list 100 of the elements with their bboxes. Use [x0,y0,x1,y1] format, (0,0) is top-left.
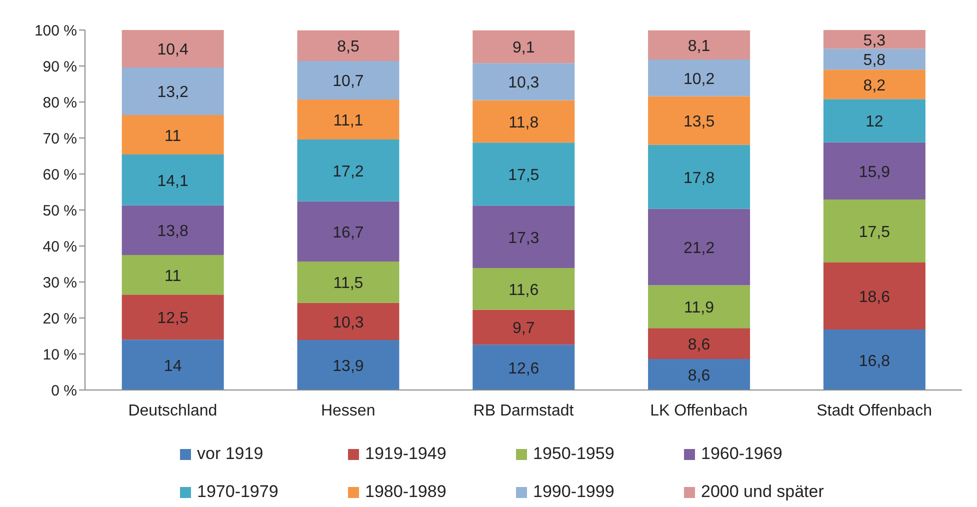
y-tick-label: 0 % [51,382,77,400]
data-label: 12,6 [508,360,540,378]
y-tick-label: 90 % [42,58,77,76]
bar [823,142,926,200]
bar [297,99,400,140]
legend-label: 1990-1999 [533,482,614,502]
bar [472,310,575,345]
data-label: 9,1 [512,40,535,57]
bar [472,206,575,268]
y-tick-label: 80 % [42,94,77,112]
bar [472,100,575,143]
x-tick-label: Stadt Offenbach [816,402,932,420]
data-label: 10,2 [683,70,715,88]
data-label: 10,4 [157,42,189,59]
data-label: 11 [164,128,182,145]
x-tick-label: LK Offenbach [650,402,748,420]
bar [472,63,575,100]
y-tick-label: 70 % [42,130,77,148]
bar [122,205,224,255]
legend-label: 1960-1969 [701,444,782,464]
data-label: 11,6 [508,282,539,299]
bar [122,340,224,390]
x-tick-label: RB Darmstadt [473,402,574,420]
data-label: 11,8 [508,114,539,132]
y-tick-label: 40 % [42,238,77,256]
data-label: 13,8 [157,223,189,240]
data-label: 10,3 [332,314,364,332]
data-label: 12 [866,114,884,131]
legend-label: vor 1919 [197,444,264,464]
y-tick-label: 50 % [42,202,77,220]
data-label: 10,3 [508,74,540,92]
bar [297,201,400,262]
data-label: 17,5 [858,224,890,242]
data-label: 17,5 [508,167,540,184]
bar [648,144,750,209]
data-label: 11,5 [333,275,364,292]
bar [122,154,224,206]
data-label: 8,6 [688,368,710,385]
bar [122,294,224,340]
bar [823,200,926,263]
bar [648,359,750,390]
data-label: 5,8 [863,52,886,70]
bar [297,30,400,61]
bar [648,96,750,145]
legend-label: 2000 und später [701,482,824,502]
data-label: 13,2 [157,84,189,102]
data-label: 17,3 [508,230,540,247]
y-tick-label: 60 % [42,166,77,184]
x-tick-label: Deutschland [128,402,218,420]
bar [823,30,926,49]
data-label: 13,5 [683,114,715,131]
bar [472,344,575,390]
bar [823,262,926,330]
bar [297,302,400,340]
legend-label: 1980-1989 [365,482,446,502]
data-label: 9,7 [512,320,535,338]
data-label: 18,6 [858,289,890,306]
data-label: 16,7 [332,224,364,242]
data-label: 5,3 [863,32,886,50]
data-label: 14 [164,358,182,375]
data-label: 15,9 [858,164,890,181]
bar [122,255,224,295]
bar [823,99,926,142]
bar [472,142,575,206]
data-label: 12,5 [157,310,189,328]
y-tick-label: 100 % [34,22,77,40]
data-label: 8,2 [863,77,886,94]
y-tick-label: 10 % [42,346,77,364]
data-label: 8,5 [337,38,360,56]
bar [122,30,224,68]
bar [122,67,224,115]
bar [472,30,575,64]
data-label: 14,1 [157,172,189,190]
bar [648,30,750,60]
bar [297,340,400,390]
bar [297,261,400,303]
bar [122,114,224,155]
data-label: 8,6 [688,336,710,354]
bar [297,60,400,100]
bar [823,70,926,100]
data-label: 17,8 [683,170,715,187]
legend-label: 1950-1959 [533,444,614,464]
bar [648,285,750,328]
bar [823,48,926,70]
data-label: 16,8 [858,352,890,370]
data-label: 13,9 [332,358,364,375]
data-label: 11,1 [333,112,364,130]
data-label: 17,2 [332,163,364,180]
y-tick-label: 30 % [42,274,77,292]
bar [648,328,750,360]
y-tick-label: 20 % [42,310,77,328]
legend-label: 1919-1949 [365,444,446,464]
legend-label: 1970-1979 [197,482,278,502]
bar [648,208,750,286]
data-label: 10,7 [332,73,364,90]
bar [823,330,926,390]
data-label: 11,9 [684,300,714,317]
x-tick-label: Hessen [320,402,376,420]
bar [297,139,400,202]
bar [648,60,750,96]
